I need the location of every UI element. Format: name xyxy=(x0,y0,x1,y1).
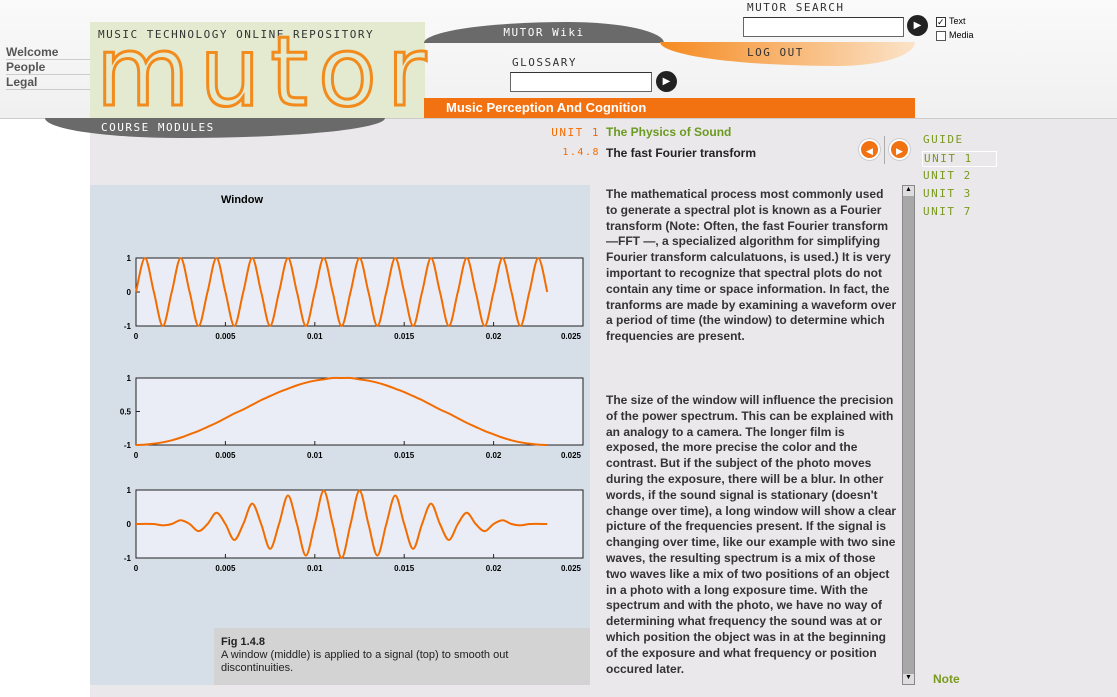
section-title: The fast Fourier transform xyxy=(606,146,757,160)
x-tick-label: 0 xyxy=(134,564,139,573)
search-input[interactable] xyxy=(743,17,904,37)
x-tick-label: 0.02 xyxy=(486,564,502,573)
banner: Music Perception And Cognition xyxy=(424,98,915,118)
x-tick-label: 0.01 xyxy=(307,451,323,460)
option: Text xyxy=(949,16,966,26)
unit-title[interactable]: The Physics of Sound xyxy=(606,125,732,139)
x-tick-label: 0.015 xyxy=(394,332,415,341)
nav-link[interactable]: Legal xyxy=(6,75,90,90)
glossary-button[interactable]: ▶ xyxy=(656,71,677,92)
plot-area xyxy=(135,257,584,327)
checkbox[interactable]: ✓ xyxy=(936,17,946,27)
y-tick-label: 0 xyxy=(127,520,132,529)
caption-title: Fig 1.4.8 xyxy=(221,636,266,648)
waveform xyxy=(135,489,548,560)
next-button[interactable]: ▶ xyxy=(889,139,910,160)
x-tick-label: 0.005 xyxy=(215,451,236,460)
nav-link[interactable]: Welcome xyxy=(6,45,90,60)
caption: A window (middle) is applied to a signal… xyxy=(221,649,509,674)
scroll-down[interactable]: ▼ xyxy=(903,674,914,684)
x-tick-label: 0.005 xyxy=(215,564,236,573)
x-tick-label: 0.02 xyxy=(486,332,502,341)
x-tick-label: 0.015 xyxy=(394,451,415,460)
section-number: 1.4.8 xyxy=(562,147,600,158)
y-tick-label: -1 xyxy=(124,441,132,450)
separator xyxy=(884,136,885,164)
y-tick-label: 1 xyxy=(127,374,132,383)
right-nav-link[interactable]: UNIT 1 xyxy=(922,151,997,167)
waveform xyxy=(135,376,548,446)
x-tick-label: 0.015 xyxy=(394,564,415,573)
scrollbar[interactable] xyxy=(902,185,915,685)
course-modules[interactable]: COURSE MODULES xyxy=(45,118,385,138)
x-tick-label: 0.005 xyxy=(215,332,236,341)
y-tick-label: -1 xyxy=(124,322,132,331)
note[interactable]: Note xyxy=(933,672,960,686)
x-tick-label: 0 xyxy=(134,332,139,341)
plot-area xyxy=(135,489,584,559)
x-tick-label: 0.025 xyxy=(561,451,582,460)
x-tick-label: 0.025 xyxy=(561,332,582,341)
figure-title: Window xyxy=(221,194,263,206)
divider xyxy=(0,118,1117,119)
right-nav-link[interactable]: GUIDE xyxy=(923,133,964,146)
paragraph: The size of the window will influence th… xyxy=(606,393,897,676)
logo-box xyxy=(90,22,425,118)
y-tick-label: 0.5 xyxy=(120,408,132,417)
x-tick-label: 0.01 xyxy=(307,332,323,341)
scroll-up[interactable]: ▲ xyxy=(903,186,914,196)
y-tick-label: -1 xyxy=(124,554,132,563)
logout[interactable]: LOG OUT xyxy=(747,46,804,59)
x-tick-label: 0.01 xyxy=(307,564,323,573)
paragraph: The mathematical process most commonly u… xyxy=(606,187,897,344)
x-tick-label: 0.025 xyxy=(561,564,582,573)
y-tick-label: 0 xyxy=(127,288,132,297)
glossary-label: GLOSSARY xyxy=(512,56,577,69)
site-title: MUSIC TECHNOLOGY ONLINE REPOSITORY xyxy=(98,28,375,41)
y-tick-label: 1 xyxy=(127,254,132,263)
wiki-tab[interactable]: MUTOR Wiki xyxy=(424,22,664,43)
plot-area xyxy=(135,377,584,446)
caption-box: Fig 1.4.8 A window (middle) is applied t… xyxy=(214,628,590,685)
x-tick-label: 0 xyxy=(134,451,139,460)
checkbox[interactable] xyxy=(936,31,946,41)
nav-link[interactable]: People xyxy=(6,60,90,75)
right-nav-link[interactable]: UNIT 7 xyxy=(923,205,972,218)
glossary-input[interactable] xyxy=(510,72,652,92)
right-nav-link[interactable]: UNIT 3 xyxy=(923,187,972,200)
search-button[interactable]: ▶ xyxy=(907,15,928,36)
logo: mutor xyxy=(94,16,437,128)
waveform xyxy=(135,256,549,328)
x-tick-label: 0.02 xyxy=(486,451,502,460)
option: Media xyxy=(949,30,974,40)
search-label: MUTOR SEARCH xyxy=(747,1,845,14)
prev-button[interactable]: ◀ xyxy=(859,139,880,160)
y-tick-label: 1 xyxy=(127,486,132,495)
unit-label: UNIT 1 xyxy=(551,126,600,139)
right-nav-link[interactable]: UNIT 2 xyxy=(923,169,972,182)
